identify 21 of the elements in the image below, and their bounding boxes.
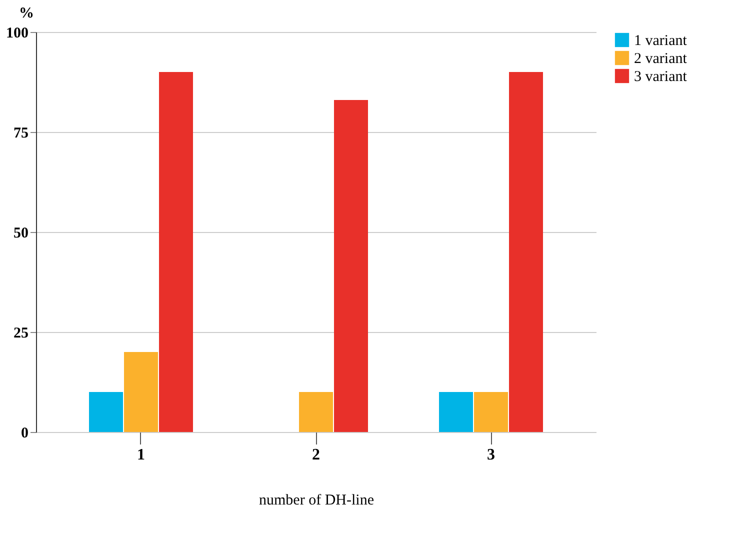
y-axis-title: % [19,6,34,22]
x-tick-label: 2 [312,446,320,464]
y-tick-label: 25 [14,326,28,342]
legend-label: 1 variant [634,33,688,49]
y-tick-label: 100 [6,26,28,42]
bar [474,392,508,432]
x-axis-title: number of DH-line [259,492,374,508]
bar [89,392,123,432]
bar [334,100,368,432]
y-tick-label: 0 [21,426,28,442]
x-tick-label: 1 [137,446,145,464]
bar [299,392,333,432]
bar [159,72,193,432]
x-tick-label: 3 [487,446,495,464]
y-tick-label: 75 [14,126,28,142]
y-tick-label: 50 [14,226,28,242]
legend-label: 2 variant [634,51,688,67]
bar [124,352,158,432]
legend-label: 3 variant [634,69,688,85]
bar [439,392,473,432]
bar [509,72,543,432]
